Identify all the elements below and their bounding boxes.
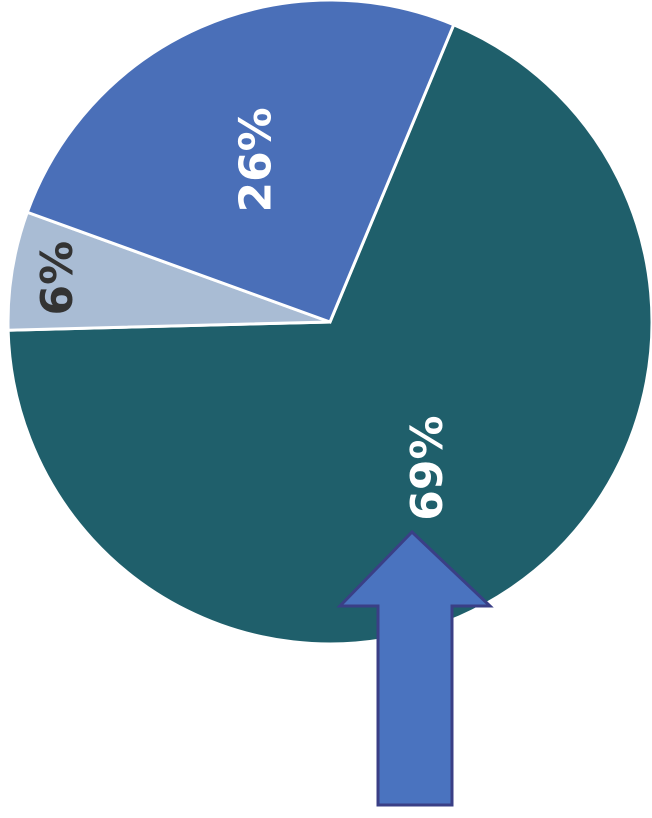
pie-slice xyxy=(6,210,331,332)
arrow xyxy=(336,529,494,807)
pie-slice xyxy=(25,0,456,324)
data-label: 69% xyxy=(402,415,453,520)
data-label: 6% xyxy=(32,241,83,316)
pie-slice xyxy=(6,22,652,646)
data-label: 26% xyxy=(231,107,282,212)
pie: 69% 6% 26% xyxy=(6,0,652,646)
